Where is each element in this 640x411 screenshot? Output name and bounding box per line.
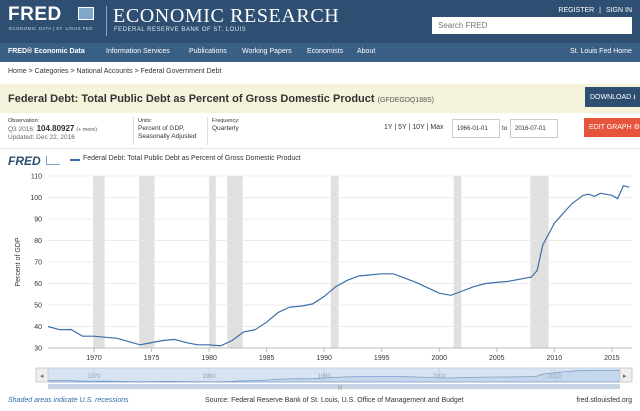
series-id: (GFDEGDQ188S) [377, 97, 435, 104]
economic-research-title[interactable]: ECONOMIC RESEARCH [113, 5, 340, 27]
x-tick-label: 1985 [259, 355, 275, 362]
legend-swatch [70, 159, 80, 161]
navigator-tick-label: 2010 [548, 374, 562, 380]
x-tick-label: 2010 [547, 355, 563, 362]
y-tick-label: 80 [34, 238, 42, 245]
y-tick-label: 30 [34, 346, 42, 353]
end-date-input[interactable]: 2016-07-01 [510, 119, 558, 138]
meta-divider [133, 117, 134, 145]
economic-research-subtitle: FEDERAL RESERVE BANK OF ST. LOUIS [114, 27, 247, 33]
scrollbar-thumb[interactable] [48, 384, 620, 389]
x-tick-label: 1995 [374, 355, 390, 362]
date-range-shortcuts[interactable]: 1Y | 5Y | 10Y | Max [384, 124, 444, 131]
navigator-series-line [47, 369, 630, 383]
scroll-left-button[interactable] [35, 367, 49, 383]
y-tick-label: 60 [34, 281, 42, 288]
series-title: Federal Debt: Total Public Debt as Perce… [8, 93, 434, 105]
link-separator: | [599, 7, 601, 14]
x-tick-label: 2000 [431, 355, 447, 362]
navigator-ticks: 1970 1980 1990 2000 2010 [87, 368, 562, 382]
navigator-tick-label: 1980 [202, 374, 216, 380]
updated-date: Updated: Dec 22, 2016 [8, 134, 75, 141]
x-tick-label: 1980 [201, 355, 217, 362]
navigator-tick-label: 2000 [433, 374, 447, 380]
chart-fred-logo: FRED [8, 154, 41, 168]
y-axis-ticks: 30 40 50 60 70 80 90 100 110 [30, 174, 42, 353]
units-label: Units: [138, 118, 153, 124]
main-nav: FRED® Economic Data Information Services… [0, 43, 640, 62]
register-link[interactable]: REGISTER [558, 7, 595, 14]
navigator-tick-label: 1970 [87, 374, 101, 380]
banner-divider [106, 6, 107, 36]
site-url[interactable]: fred.stlouisfed.org [576, 397, 632, 404]
source-text: Source: Federal Reserve Bank of St. Loui… [205, 397, 464, 404]
scroll-right-button[interactable] [619, 367, 633, 383]
nav-item-information-services[interactable]: Information Services [106, 48, 170, 55]
site-banner: FRED ECONOMIC DATA | ST. LOUIS FED ECONO… [0, 0, 640, 43]
edit-graph-label: EDIT GRAPH [589, 124, 632, 131]
nav-item-working-papers[interactable]: Working Papers [242, 48, 292, 55]
download-button[interactable]: DOWNLOAD ⭳ [585, 87, 640, 107]
x-tick-label: 2015 [604, 355, 620, 362]
edit-graph-button[interactable]: EDIT GRAPH ⚙ [584, 118, 640, 137]
fred-logo-graph-icon [78, 7, 94, 20]
legend-series-name[interactable]: Federal Debt: Total Public Debt as Perce… [83, 155, 301, 162]
recession-note[interactable]: Shaded areas indicate U.S. recessions [8, 397, 129, 404]
x-axis-ticks: 1970 1975 1980 1985 1990 1995 2000 2005 2010 2015 [86, 348, 620, 362]
y-tick-label: 40 [34, 324, 42, 331]
x-tick-label: 2005 [489, 355, 505, 362]
observation-block: Observation: Q3 2016: 104.80927 (+ more)… [8, 117, 97, 142]
chart-logo-graph-icon [46, 156, 60, 165]
chart-separator [0, 148, 640, 149]
nav-item-economists[interactable]: Economists [307, 48, 344, 55]
frequency-block: Frequency: Quarterly [212, 117, 240, 133]
nav-item-about[interactable]: About [357, 48, 376, 55]
search-input[interactable] [432, 17, 632, 34]
frequency-label: Frequency: [212, 118, 240, 124]
scroll-right-icon: ▸ [623, 373, 627, 380]
nav-item-st-louis-fed-home[interactable]: St. Louis Fed Home [570, 48, 632, 55]
account-links: REGISTER | SIGN IN [555, 7, 632, 14]
series-title-bar: Federal Debt: Total Public Debt as Perce… [0, 84, 640, 113]
download-icon: ⭳ [633, 94, 636, 101]
observation-more-link[interactable]: (+ more) [76, 127, 98, 133]
y-tick-label: 110 [31, 174, 42, 181]
series-title-text: Federal Debt: Total Public Debt as Perce… [8, 93, 375, 105]
nav-item-fred[interactable]: FRED® Economic Data [8, 48, 85, 55]
observation-period: Q3 2016: [8, 126, 35, 133]
meta-divider [207, 117, 208, 145]
scrollbar-grip: ||| [338, 385, 342, 391]
units-line-1: Percent of GDP, [138, 125, 185, 132]
y-tick-label: 50 [34, 303, 42, 310]
y-tick-label: 100 [30, 195, 42, 202]
navigator-tick-label: 1990 [317, 374, 331, 380]
observation-value: 104.80927 [36, 124, 75, 133]
observation-label: Observation: [8, 118, 40, 124]
sign-in-link[interactable]: SIGN IN [605, 7, 632, 14]
gear-icon: ⚙ [633, 124, 640, 131]
nav-item-publications[interactable]: Publications [189, 48, 227, 55]
y-tick-label: 70 [34, 260, 42, 267]
fred-logo[interactable]: FRED [8, 4, 62, 25]
units-line-2: Seasonally Adjusted [138, 133, 197, 140]
y-axis-label: Percent of GDP [15, 237, 22, 286]
x-tick-label: 1970 [86, 355, 102, 362]
x-tick-label: 1975 [144, 355, 160, 362]
units-block: Units: Percent of GDP, Seasonally Adjust… [138, 117, 197, 141]
y-tick-label: 90 [34, 217, 42, 224]
series-line[interactable] [47, 184, 630, 347]
breadcrumb[interactable]: Home > Categories > National Accounts > … [8, 68, 222, 75]
frequency-value: Quarterly [212, 125, 239, 132]
fred-logo-subtitle: ECONOMIC DATA | ST. LOUIS FED [9, 26, 93, 31]
download-label: DOWNLOAD [590, 94, 632, 101]
date-to-label: to [502, 125, 508, 132]
x-tick-label: 1990 [316, 355, 332, 362]
start-date-input[interactable]: 1966-01-01 [452, 119, 500, 138]
line-chart[interactable]: 30 40 50 60 70 80 90 100 110 1970 1975 1980 1985 199… [0, 148, 640, 396]
scroll-left-icon: ◂ [40, 373, 44, 380]
